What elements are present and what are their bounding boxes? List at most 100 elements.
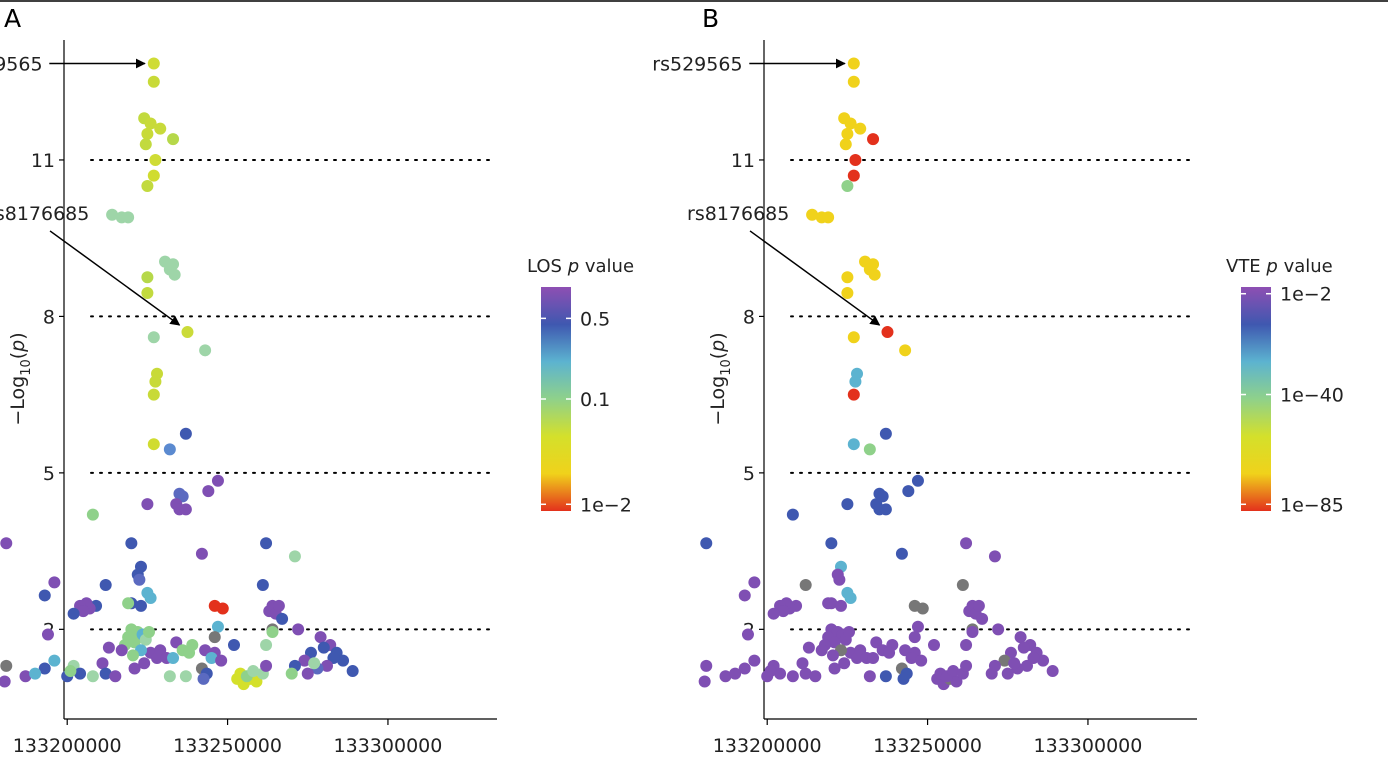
y-tick-label: 5 <box>743 463 755 485</box>
data-point <box>849 153 862 166</box>
data-point <box>786 508 799 521</box>
data-point <box>144 592 157 605</box>
x-tick-label: 133250000 <box>873 735 982 757</box>
data-point <box>895 547 908 560</box>
data-point <box>956 579 969 592</box>
data-point <box>915 654 928 667</box>
data-point <box>738 662 751 675</box>
x-tick-label: 133250000 <box>173 735 282 757</box>
data-point <box>868 268 881 281</box>
legend-tick-label: 1e−40 <box>1280 385 1344 407</box>
y-axis-label-subscript: 10 <box>719 359 734 376</box>
data-point <box>841 271 854 284</box>
x-tick-label: 133300000 <box>334 735 443 757</box>
legend-tick-label: 1e−85 <box>1280 494 1344 516</box>
data-point <box>197 672 210 685</box>
legend-title: VTE p value <box>1226 256 1333 277</box>
annotation-arrow <box>749 230 881 326</box>
data-point <box>163 443 176 456</box>
data-point <box>976 612 989 625</box>
legend-tick-label: 0.5 <box>580 308 610 330</box>
y-axis-label-var: p <box>707 340 729 353</box>
data-point <box>179 670 192 683</box>
data-point <box>879 503 892 516</box>
data-point <box>29 667 42 680</box>
data-point <box>822 597 835 610</box>
data-point <box>815 644 828 657</box>
panel-letter: A <box>4 4 21 33</box>
data-point <box>847 388 860 401</box>
data-point <box>799 579 812 592</box>
data-point <box>774 667 787 680</box>
data-point <box>168 268 181 281</box>
data-point <box>1014 631 1027 644</box>
legend-colorbar <box>1241 287 1271 511</box>
data-point <box>767 607 780 620</box>
data-point <box>1008 657 1021 670</box>
data-point <box>260 537 273 550</box>
data-point <box>854 122 867 135</box>
data-point <box>125 537 138 550</box>
data-point <box>38 662 51 675</box>
data-points <box>0 57 359 691</box>
data-point <box>960 659 973 672</box>
data-point <box>301 667 314 680</box>
data-point <box>777 605 790 618</box>
data-point <box>748 576 761 589</box>
data-point <box>1037 654 1050 667</box>
data-point <box>729 667 742 680</box>
data-point <box>839 138 852 151</box>
data-point <box>163 670 176 683</box>
data-point <box>138 657 151 670</box>
data-point <box>247 665 260 678</box>
data-point <box>881 326 894 339</box>
data-point <box>317 641 330 654</box>
data-point <box>77 605 90 618</box>
data-point <box>167 652 180 665</box>
data-point <box>0 675 11 688</box>
data-point <box>841 286 854 299</box>
y-tick-label: 11 <box>31 150 55 172</box>
data-point <box>144 117 157 130</box>
data-point <box>863 670 876 683</box>
y-axis-label-open: ( <box>7 352 29 359</box>
data-point <box>147 331 160 344</box>
x-tick-label: 133200000 <box>713 735 822 757</box>
data-point <box>867 133 880 146</box>
y-axis-label-prefix: −Log <box>7 376 29 426</box>
data-point <box>828 662 841 675</box>
legend-title-suffix: value <box>579 256 634 277</box>
data-points <box>698 57 1059 691</box>
data-point <box>698 675 711 688</box>
y-axis-label-open: ( <box>707 352 729 359</box>
data-point <box>337 654 350 667</box>
data-point <box>195 547 208 560</box>
data-point <box>122 211 135 224</box>
legend-title-var: p <box>567 256 579 277</box>
data-point <box>844 592 857 605</box>
data-point <box>985 667 998 680</box>
data-point <box>99 667 112 680</box>
y-tick-label: 11 <box>731 150 755 172</box>
y-axis-label: −Log10(p) <box>707 332 734 425</box>
data-point <box>211 620 224 633</box>
panel-b: B25811133200000133250000133300000−Log10(… <box>652 4 1344 757</box>
data-point <box>149 153 162 166</box>
data-point <box>972 599 985 612</box>
data-point <box>298 654 311 667</box>
data-point <box>288 550 301 563</box>
legend-tick-label: 1e−2 <box>580 494 632 516</box>
data-point <box>802 641 815 654</box>
data-point <box>48 654 61 667</box>
data-point <box>834 599 847 612</box>
data-point <box>899 344 912 357</box>
y-axis-label: −Log10(p) <box>7 332 34 425</box>
data-point <box>86 670 99 683</box>
data-point <box>842 625 855 638</box>
data-point <box>199 344 212 357</box>
data-point <box>139 138 152 151</box>
data-point <box>142 625 155 638</box>
data-point <box>147 388 160 401</box>
data-point <box>215 654 228 667</box>
data-point <box>879 670 892 683</box>
